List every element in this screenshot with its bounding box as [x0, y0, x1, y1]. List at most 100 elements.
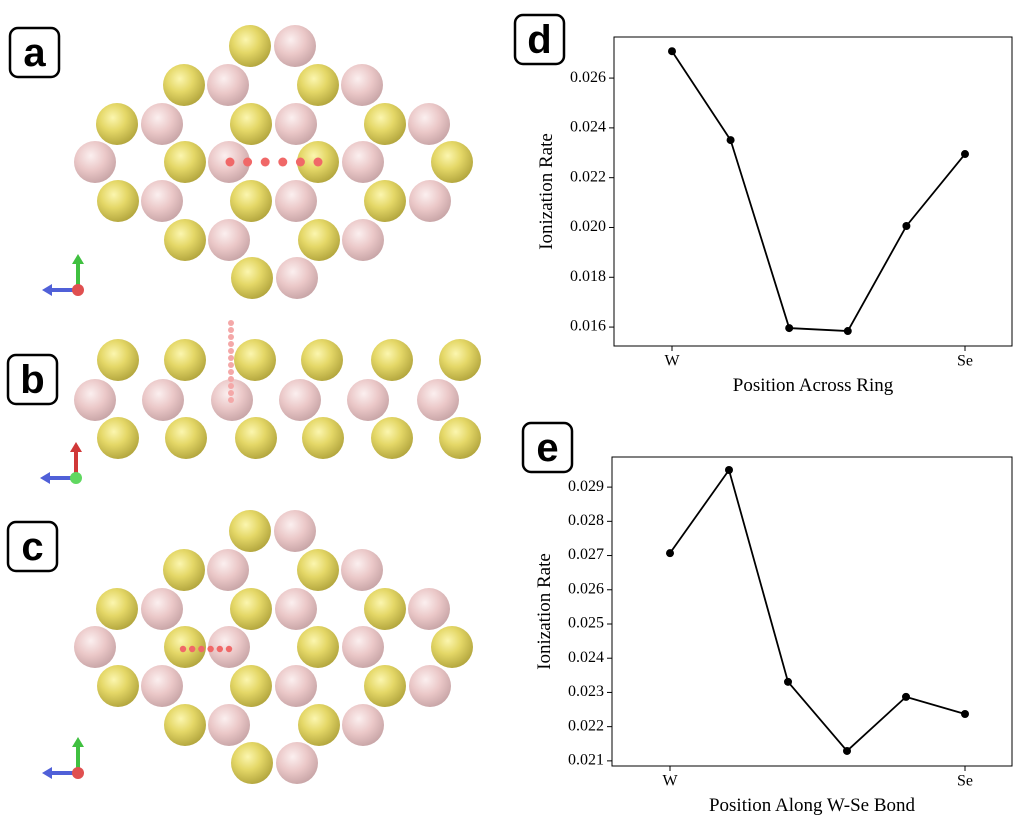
data-point [961, 710, 969, 718]
se-atom [439, 339, 481, 381]
path-dot [228, 390, 234, 396]
panel-label: c [21, 525, 43, 569]
w-atom [142, 379, 184, 421]
path-dot [228, 383, 234, 389]
charts: 0.0160.0180.0200.0220.0240.026WSePositio… [534, 37, 1012, 815]
se-atom [235, 417, 277, 459]
x-tick-label: W [664, 353, 680, 370]
data-point [727, 136, 735, 144]
axis-origin [70, 472, 82, 484]
data-point [844, 327, 852, 335]
figure: abcde 0.0160.0180.0200.0220.0240.026WSeP… [0, 0, 1013, 815]
se-atom [298, 219, 340, 261]
se-atom [302, 417, 344, 459]
w-atom [74, 626, 116, 668]
path-dot [198, 646, 204, 652]
se-atom [297, 64, 339, 106]
w-atom [275, 103, 317, 145]
data-point [725, 466, 733, 474]
axis-arrow [40, 472, 50, 484]
se-atom [364, 180, 406, 222]
path-dot [228, 397, 234, 403]
path-dot [314, 158, 323, 167]
w-atom [279, 379, 321, 421]
se-atom [301, 339, 343, 381]
path-dot [228, 362, 234, 368]
w-atom [341, 549, 383, 591]
w-atom [276, 742, 318, 784]
plot-frame [612, 457, 1012, 766]
se-atom [431, 141, 473, 183]
panel-label: e [536, 426, 558, 470]
y-tick-label: 0.024 [568, 649, 604, 666]
axis-arrow [72, 254, 84, 264]
se-atom [164, 219, 206, 261]
path-dot [228, 327, 234, 333]
panel-label: d [527, 18, 551, 62]
w-atom [74, 379, 116, 421]
path-dot [228, 348, 234, 354]
w-atom [274, 510, 316, 552]
w-atom [342, 704, 384, 746]
panel-label: a [23, 31, 46, 75]
path-dot [226, 646, 232, 652]
w-atom [342, 626, 384, 668]
w-atom [141, 180, 183, 222]
plot-frame [614, 37, 1012, 346]
y-tick-label: 0.028 [568, 512, 604, 529]
w-atom [342, 219, 384, 261]
path-dot [243, 158, 252, 167]
x-tick-label: W [662, 773, 678, 790]
w-atom [342, 141, 384, 183]
se-atom [364, 665, 406, 707]
data-point [843, 747, 851, 755]
x-tick-label: Se [957, 773, 973, 790]
se-atom [164, 704, 206, 746]
se-atom [230, 588, 272, 630]
axis-origin [72, 767, 84, 779]
y-tick-label: 0.022 [570, 168, 606, 185]
se-atom [163, 64, 205, 106]
se-atom [163, 549, 205, 591]
w-atom [207, 549, 249, 591]
se-atom [229, 25, 271, 67]
w-atom [275, 665, 317, 707]
y-tick-label: 0.027 [568, 546, 604, 563]
path-dot [189, 646, 195, 652]
path-dot [296, 158, 305, 167]
se-atom [96, 103, 138, 145]
se-atom [230, 103, 272, 145]
path-dot [228, 355, 234, 361]
se-atom [97, 180, 139, 222]
se-atom [439, 417, 481, 459]
data-point [902, 222, 910, 230]
path-dot [228, 341, 234, 347]
path-dot [261, 158, 270, 167]
y-axis-label: Ionization Rate [536, 133, 557, 250]
se-atom [231, 257, 273, 299]
y-tick-label: 0.021 [568, 752, 604, 769]
y-tick-label: 0.029 [568, 478, 604, 495]
w-atom [276, 257, 318, 299]
w-atom [141, 103, 183, 145]
se-atom [431, 626, 473, 668]
y-tick-label: 0.023 [568, 683, 604, 700]
path-dot [217, 646, 223, 652]
se-atom [297, 626, 339, 668]
w-atom [274, 25, 316, 67]
y-axis-label: Ionization Rate [534, 553, 555, 670]
x-axis-label: Position Across Ring [733, 375, 894, 396]
path-dot [228, 334, 234, 340]
se-atom [298, 704, 340, 746]
axis-arrow [42, 284, 52, 296]
w-atom [408, 103, 450, 145]
w-atom [141, 588, 183, 630]
se-atom [230, 180, 272, 222]
se-atom [164, 339, 206, 381]
y-tick-label: 0.022 [568, 717, 604, 734]
se-atom [164, 141, 206, 183]
path-dot [228, 369, 234, 375]
se-atom [97, 339, 139, 381]
path-dot [278, 158, 287, 167]
se-atom [371, 339, 413, 381]
